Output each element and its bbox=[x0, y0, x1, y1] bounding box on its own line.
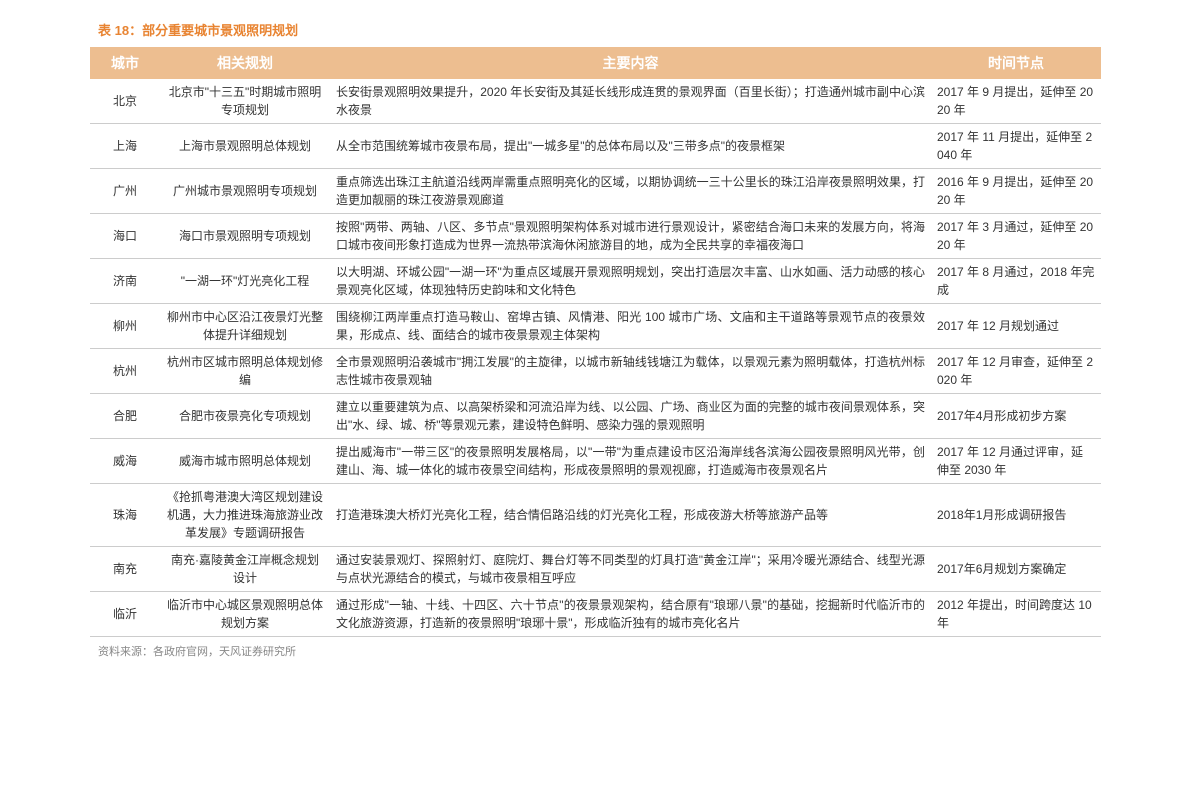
table-title: 表 18：部分重要城市景观照明规划 bbox=[90, 20, 1101, 39]
cell-plan: 威海市城市照明总体规划 bbox=[160, 439, 330, 484]
cell-content: 按照"两带、两轴、八区、多节点"景观照明架构体系对城市进行景观设计，紧密结合海口… bbox=[330, 214, 931, 259]
table-header-row: 城市 相关规划 主要内容 时间节点 bbox=[90, 47, 1101, 79]
cell-city: 杭州 bbox=[90, 349, 160, 394]
cell-plan: 北京市"十三五"时期城市照明专项规划 bbox=[160, 79, 330, 124]
cell-city: 北京 bbox=[90, 79, 160, 124]
planning-table: 城市 相关规划 主要内容 时间节点 北京北京市"十三五"时期城市照明专项规划长安… bbox=[90, 47, 1101, 637]
table-row: 上海上海市景观照明总体规划从全市范围统筹城市夜景布局，提出"一城多星"的总体布局… bbox=[90, 124, 1101, 169]
cell-content: 建立以重要建筑为点、以高架桥梁和河流沿岸为线、以公园、广场、商业区为面的完整的城… bbox=[330, 394, 931, 439]
cell-plan: 上海市景观照明总体规划 bbox=[160, 124, 330, 169]
cell-content: 重点筛选出珠江主航道沿线两岸需重点照明亮化的区域，以期协调统一三十公里长的珠江沿… bbox=[330, 169, 931, 214]
cell-city: 临沂 bbox=[90, 592, 160, 637]
header-time: 时间节点 bbox=[931, 47, 1101, 79]
table-row: 海口海口市景观照明专项规划按照"两带、两轴、八区、多节点"景观照明架构体系对城市… bbox=[90, 214, 1101, 259]
cell-plan: 南充·嘉陵黄金江岸概念规划设计 bbox=[160, 547, 330, 592]
cell-city: 威海 bbox=[90, 439, 160, 484]
cell-content: 从全市范围统筹城市夜景布局，提出"一城多星"的总体布局以及"三带多点"的夜景框架 bbox=[330, 124, 931, 169]
cell-city: 海口 bbox=[90, 214, 160, 259]
cell-plan: "一湖一环"灯光亮化工程 bbox=[160, 259, 330, 304]
cell-content: 长安街景观照明效果提升，2020 年长安街及其延长线形成连贯的景观界面（百里长街… bbox=[330, 79, 931, 124]
source-text: 资料来源：各政府官网，天风证券研究所 bbox=[90, 643, 1101, 659]
cell-content: 全市景观照明沿袭城市"拥江发展"的主旋律，以城市新轴线钱塘江为载体，以景观元素为… bbox=[330, 349, 931, 394]
header-city: 城市 bbox=[90, 47, 160, 79]
table-row: 杭州杭州市区城市照明总体规划修编全市景观照明沿袭城市"拥江发展"的主旋律，以城市… bbox=[90, 349, 1101, 394]
cell-city: 广州 bbox=[90, 169, 160, 214]
cell-city: 合肥 bbox=[90, 394, 160, 439]
cell-plan: 海口市景观照明专项规划 bbox=[160, 214, 330, 259]
table-row: 南充南充·嘉陵黄金江岸概念规划设计通过安装景观灯、探照射灯、庭院灯、舞台灯等不同… bbox=[90, 547, 1101, 592]
cell-time: 2017 年 12 月审查，延伸至 2020 年 bbox=[931, 349, 1101, 394]
cell-time: 2016 年 9 月提出，延伸至 2020 年 bbox=[931, 169, 1101, 214]
cell-time: 2017 年 12 月规划通过 bbox=[931, 304, 1101, 349]
cell-content: 打造港珠澳大桥灯光亮化工程，结合情侣路沿线的灯光亮化工程，形成夜游大桥等旅游产品… bbox=[330, 484, 931, 547]
cell-content: 提出威海市"一带三区"的夜景照明发展格局，以"一带"为重点建设市区沿海岸线各滨海… bbox=[330, 439, 931, 484]
cell-time: 2012 年提出，时间跨度达 10 年 bbox=[931, 592, 1101, 637]
cell-time: 2017 年 12 月通过评审，延伸至 2030 年 bbox=[931, 439, 1101, 484]
cell-time: 2017 年 8 月通过，2018 年完成 bbox=[931, 259, 1101, 304]
table-row: 珠海《抢抓粤港澳大湾区规划建设机遇，大力推进珠海旅游业改革发展》专题调研报告打造… bbox=[90, 484, 1101, 547]
header-plan: 相关规划 bbox=[160, 47, 330, 79]
cell-content: 以大明湖、环城公园"一湖一环"为重点区域展开景观照明规划，突出打造层次丰富、山水… bbox=[330, 259, 931, 304]
cell-plan: 广州城市景观照明专项规划 bbox=[160, 169, 330, 214]
table-row: 北京北京市"十三五"时期城市照明专项规划长安街景观照明效果提升，2020 年长安… bbox=[90, 79, 1101, 124]
cell-time: 2017 年 11 月提出，延伸至 2040 年 bbox=[931, 124, 1101, 169]
table-row: 临沂临沂市中心城区景观照明总体规划方案通过形成"一轴、十线、十四区、六十节点"的… bbox=[90, 592, 1101, 637]
cell-time: 2017年6月规划方案确定 bbox=[931, 547, 1101, 592]
cell-city: 南充 bbox=[90, 547, 160, 592]
cell-city: 柳州 bbox=[90, 304, 160, 349]
cell-content: 通过安装景观灯、探照射灯、庭院灯、舞台灯等不同类型的灯具打造"黄金江岸"；采用冷… bbox=[330, 547, 931, 592]
cell-content: 通过形成"一轴、十线、十四区、六十节点"的夜景景观架构，结合原有"琅琊八景"的基… bbox=[330, 592, 931, 637]
cell-time: 2017年4月形成初步方案 bbox=[931, 394, 1101, 439]
cell-city: 上海 bbox=[90, 124, 160, 169]
cell-plan: 柳州市中心区沿江夜景灯光整体提升详细规划 bbox=[160, 304, 330, 349]
cell-city: 济南 bbox=[90, 259, 160, 304]
cell-plan: 合肥市夜景亮化专项规划 bbox=[160, 394, 330, 439]
table-row: 广州广州城市景观照明专项规划重点筛选出珠江主航道沿线两岸需重点照明亮化的区域，以… bbox=[90, 169, 1101, 214]
header-content: 主要内容 bbox=[330, 47, 931, 79]
cell-time: 2017 年 9 月提出，延伸至 2020 年 bbox=[931, 79, 1101, 124]
cell-time: 2018年1月形成调研报告 bbox=[931, 484, 1101, 547]
table-row: 合肥合肥市夜景亮化专项规划建立以重要建筑为点、以高架桥梁和河流沿岸为线、以公园、… bbox=[90, 394, 1101, 439]
table-row: 柳州柳州市中心区沿江夜景灯光整体提升详细规划围绕柳江两岸重点打造马鞍山、窑埠古镇… bbox=[90, 304, 1101, 349]
cell-plan: 《抢抓粤港澳大湾区规划建设机遇，大力推进珠海旅游业改革发展》专题调研报告 bbox=[160, 484, 330, 547]
cell-content: 围绕柳江两岸重点打造马鞍山、窑埠古镇、风情港、阳光 100 城市广场、文庙和主干… bbox=[330, 304, 931, 349]
cell-city: 珠海 bbox=[90, 484, 160, 547]
table-row: 威海威海市城市照明总体规划提出威海市"一带三区"的夜景照明发展格局，以"一带"为… bbox=[90, 439, 1101, 484]
cell-plan: 杭州市区城市照明总体规划修编 bbox=[160, 349, 330, 394]
cell-time: 2017 年 3 月通过，延伸至 2020 年 bbox=[931, 214, 1101, 259]
cell-plan: 临沂市中心城区景观照明总体规划方案 bbox=[160, 592, 330, 637]
table-row: 济南"一湖一环"灯光亮化工程以大明湖、环城公园"一湖一环"为重点区域展开景观照明… bbox=[90, 259, 1101, 304]
